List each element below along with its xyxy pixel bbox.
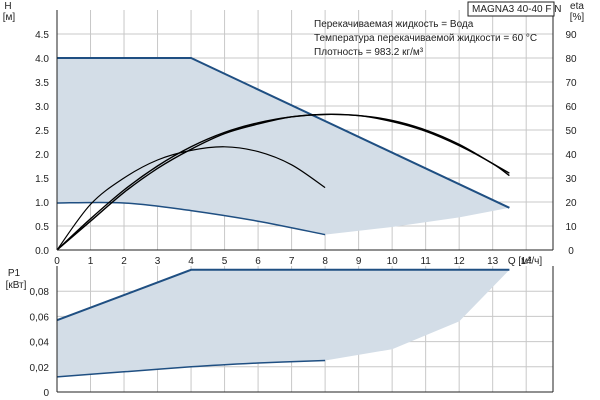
power-y-tick-label: 0,04	[30, 338, 50, 349]
x-tick-label: 3	[155, 256, 161, 267]
eta-y-tick-label: 0	[568, 246, 574, 257]
power-operating-envelope	[57, 269, 510, 377]
head-y-tick-label: 1.0	[35, 198, 49, 209]
head-y-tick-label: 1.5	[35, 174, 49, 185]
x-tick-label: 2	[121, 256, 127, 267]
power-y-tick-label: 0,06	[30, 312, 50, 323]
head-y-tick-label: 3.5	[35, 78, 49, 89]
model-label: MAGNA3 40-40 F N	[472, 4, 561, 15]
head-min-curve	[56, 201, 326, 236]
efficiency-curve	[56, 146, 326, 251]
eta-y-tick-label: 70	[565, 78, 577, 89]
power-max-curve	[56, 268, 510, 322]
eta-y-tick-label: 30	[565, 174, 577, 185]
x-tick-label: 14	[521, 256, 533, 267]
info-box: MAGNA3 40-40 F N Перекачиваемая жидкость…	[314, 1, 561, 58]
eta-y-tick-label: 60	[565, 102, 577, 113]
head-y-tick-label: 2.5	[35, 126, 49, 137]
x-tick-label: 6	[255, 256, 261, 267]
eta-axis-unit: [%]	[570, 12, 585, 23]
model-label-frame	[467, 1, 555, 17]
eta-y-tick-label: 20	[565, 198, 577, 209]
eta-axis-title: eta	[570, 1, 584, 12]
head-y-tick-label: 0.5	[35, 222, 49, 233]
head-max-curve	[57, 57, 510, 209]
head-y-tick-label: 4.5	[35, 30, 49, 41]
head-operating-envelope	[57, 58, 510, 235]
head-y-tick-label: 4.0	[35, 54, 49, 65]
eta-y-tick-label: 90	[565, 30, 577, 41]
head-y-tick-label: 2.0	[35, 150, 49, 161]
x-tick-label: 13	[487, 256, 499, 267]
x-tick-label: 5	[222, 256, 228, 267]
power-y-tick-label: 0,08	[30, 287, 50, 298]
info-line-density: Плотность = 983.2 кг/м³	[314, 47, 424, 58]
x-tick-label: 9	[356, 256, 362, 267]
flow-axis-title: Q [м³/ч]	[508, 256, 543, 267]
eta-y-tick-label: 40	[565, 150, 577, 161]
x-tick-label: 4	[188, 256, 194, 267]
info-line-fluid: Перекачиваемая жидкость = Вода	[314, 19, 474, 30]
x-tick-label: 10	[387, 256, 399, 267]
power-y-tick-label: 0	[43, 388, 49, 399]
power-min-curve	[56, 359, 326, 378]
power-axis-title: P1	[8, 268, 21, 279]
x-tick-label: 0	[54, 256, 60, 267]
info-line-temperature: Температура перекачиваемой жидкости = 60…	[314, 33, 537, 44]
head-axis-unit: [м]	[3, 12, 16, 23]
head-y-tick-label: 0.0	[35, 246, 49, 257]
eta-y-tick-label: 50	[565, 126, 577, 137]
head-axis-title: H	[4, 1, 11, 12]
x-tick-label: 7	[289, 256, 295, 267]
x-tick-label: 12	[454, 256, 466, 267]
x-tick-label: 11	[420, 256, 431, 267]
power-y-tick-label: 0,02	[30, 363, 50, 374]
head-y-tick-label: 3.0	[35, 102, 49, 113]
x-tick-label: 8	[322, 256, 328, 267]
efficiency-curve	[56, 113, 510, 251]
eta-y-tick-label: 80	[565, 54, 577, 65]
power-chart-panel: 0 0,02 0,04 0,06 0,08 P1[кВт]	[6, 266, 554, 399]
power-axis-unit: [кВт]	[6, 280, 27, 291]
x-tick-label: 1	[88, 256, 94, 267]
head-chart-panel: 0 1 2 3 4 5 6 7 8 9 10 11 12 13 140.00.51.01.52.02.53.…	[3, 1, 585, 267]
eta-y-tick-label: 10	[565, 222, 577, 233]
